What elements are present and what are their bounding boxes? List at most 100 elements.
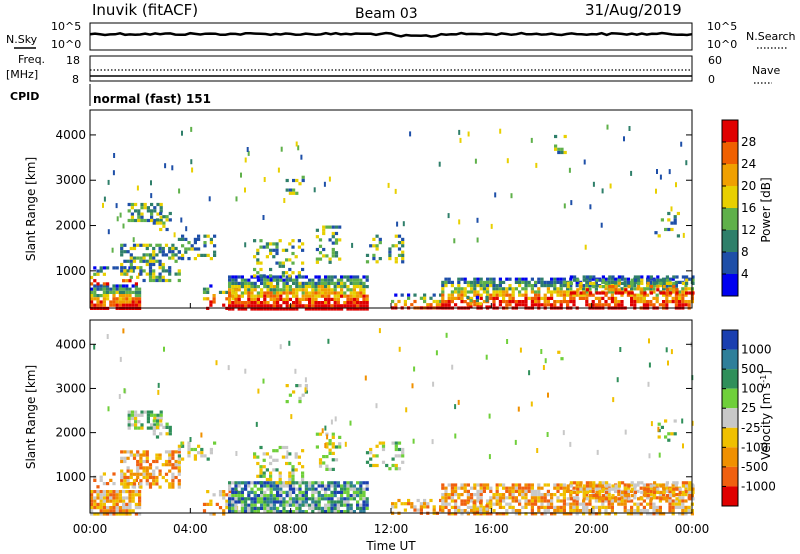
heat-cell: [256, 494, 260, 498]
heat-cell: [607, 290, 611, 294]
heat-speckle: [119, 356, 122, 362]
heat-cell: [327, 487, 331, 491]
heat-cell: [138, 499, 142, 503]
heat-cell: [260, 288, 264, 292]
heat-cell: [530, 290, 534, 294]
heat-cell: [524, 303, 528, 307]
heat-cell: [314, 506, 318, 510]
heat-cell: [139, 463, 143, 467]
heat-cell: [234, 304, 238, 308]
heat-cell: [240, 304, 244, 308]
heat-cell: [99, 287, 103, 291]
heat-cell: [288, 291, 292, 295]
heat-cell: [263, 304, 267, 308]
heat-cell: [559, 300, 563, 304]
heat-speckle: [536, 448, 539, 453]
heat-cell: [164, 269, 169, 273]
heat-cell: [159, 423, 163, 427]
heat-speckle: [116, 216, 119, 222]
heat-cell: [304, 490, 308, 494]
heat-cell: [454, 502, 458, 506]
colorbar-swatch: [722, 447, 738, 467]
heat-cell: [576, 490, 580, 494]
heat-cell: [352, 297, 356, 301]
heat-cell: [128, 303, 132, 307]
heat-cell: [276, 500, 280, 504]
heat-cell: [356, 304, 360, 308]
heat-cell: [288, 474, 292, 478]
heat-cell: [234, 275, 238, 279]
heat-cell: [193, 237, 197, 241]
heat-cell: [152, 475, 156, 480]
heat-cell: [295, 494, 299, 498]
heat-speckle: [600, 222, 603, 228]
heat-cell: [607, 296, 611, 300]
heat-cell: [292, 278, 296, 282]
heat-cell: [275, 481, 279, 485]
heat-cell: [630, 303, 634, 307]
heat-cell: [276, 275, 280, 279]
heat-cell: [266, 304, 270, 308]
heat-cell: [671, 502, 675, 506]
heat-cell: [646, 300, 650, 304]
heat-cell: [423, 293, 427, 297]
heat-cell: [473, 303, 477, 307]
heat-cell: [145, 243, 149, 247]
heat-cell: [240, 510, 244, 514]
heat-cell: [476, 277, 480, 281]
heat-cell: [106, 506, 110, 510]
heat-cell: [668, 499, 672, 503]
heat-cell: [594, 496, 598, 500]
heat-cell: [311, 490, 315, 494]
heat-cell: [569, 277, 573, 281]
heat-speckle: [263, 177, 266, 182]
heat-cell: [253, 452, 257, 456]
heat-cell: [553, 486, 557, 490]
heat-cell: [253, 297, 257, 301]
heat-cell: [473, 499, 477, 503]
heat-cell: [123, 479, 127, 483]
heat-cell: [642, 509, 646, 513]
heat-cell: [106, 496, 110, 500]
heat-cell: [260, 500, 264, 504]
heat-cell: [327, 481, 331, 485]
heat-cell: [534, 284, 538, 288]
heat-cell: [470, 509, 474, 513]
heat-cell: [171, 256, 175, 260]
heat-cell: [266, 278, 270, 282]
heat-cell: [534, 290, 538, 294]
heat-cell: [562, 499, 566, 503]
heat-speckle: [667, 360, 669, 366]
heat-cell: [614, 489, 618, 493]
heat-cell: [115, 506, 119, 510]
heat-cell: [152, 479, 156, 483]
heat-cell: [582, 484, 586, 488]
heat-cell: [106, 266, 110, 270]
heat-cell: [165, 215, 169, 219]
heat-speckle: [136, 185, 139, 191]
heat-cell: [127, 426, 131, 430]
heat-cell: [225, 297, 229, 301]
heat-cell: [482, 509, 486, 513]
heat-cell: [546, 300, 550, 304]
heat-cell: [614, 300, 618, 304]
heat-cell: [566, 484, 570, 488]
heat-cell: [607, 303, 611, 307]
heat-cell: [122, 279, 126, 283]
heat-cell: [394, 293, 398, 297]
heat-cell: [665, 275, 669, 279]
heat-cell: [331, 251, 335, 255]
heat-cell: [320, 494, 324, 498]
heat-cell: [439, 505, 443, 509]
heat-cell: [362, 490, 366, 494]
heat-cell: [508, 505, 512, 509]
heat-cell: [485, 295, 489, 299]
heat-cell: [495, 486, 499, 490]
heat-cell: [620, 496, 624, 500]
heat-cell: [240, 506, 244, 510]
heat-cell: [244, 307, 248, 311]
heat-cell: [614, 280, 618, 284]
heat-cell: [588, 499, 592, 503]
heat-cell: [614, 484, 618, 488]
heat-cell: [537, 496, 541, 500]
